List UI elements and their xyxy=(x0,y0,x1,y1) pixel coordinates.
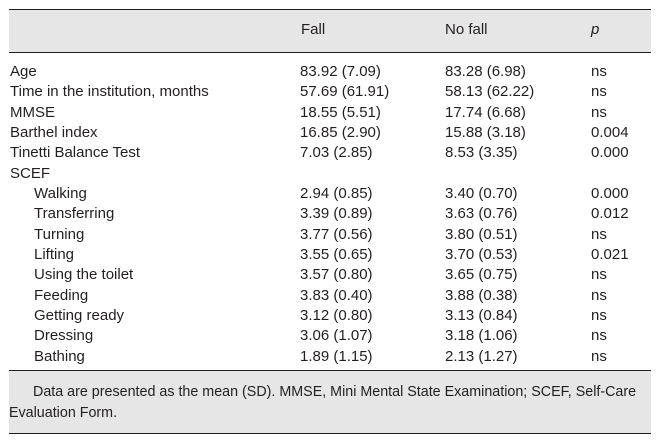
table-row: SCEF xyxy=(9,164,651,184)
table-row: Tinetti Balance Test 7.03 (2.85) 8.53 (3.3… xyxy=(9,143,651,163)
cell-fall: 57.69 (61.91) xyxy=(300,83,390,101)
header-fall: Fall xyxy=(301,21,326,38)
cell-p-value: 0.000 xyxy=(591,185,629,203)
row-label: Transferring xyxy=(34,205,115,223)
cell-no-fall: 83.28 (6.98) xyxy=(445,63,526,80)
data-table: Fall No fall p Age 83.92 (7.09) 83.28 (6.9… xyxy=(9,9,651,365)
cell-fall: 18.55 (5.51) xyxy=(300,103,381,121)
cell-no-fall: 15.88 (3.18) xyxy=(445,124,526,142)
table-body: Age 83.92 (7.09) 83.28 (6.98) ns Time in the… xyxy=(9,62,651,367)
table-row: Getting ready 3.12 (0.80) 3.13 (0.84) ns xyxy=(9,306,651,326)
cell-p-value: 0.000 xyxy=(591,144,629,162)
cell-no-fall: 3.70 (0.53) xyxy=(445,246,518,264)
row-label: MMSE xyxy=(10,103,55,121)
row-label: Time in the institution, months xyxy=(10,83,209,101)
table-row: Lifting 3.55 (0.65) 3.70 (0.53) 0.021 xyxy=(9,245,651,265)
row-label: Barthel index xyxy=(10,124,98,142)
cell-p-value: ns xyxy=(591,347,607,365)
row-label: Lifting xyxy=(34,246,75,264)
cell-no-fall: 3.80 (0.51) xyxy=(445,225,518,243)
row-label: SCEF xyxy=(10,164,51,182)
table-header: Fall No fall p xyxy=(9,9,651,53)
footnote-band: Data are presented as the mean (SD). MMS… xyxy=(9,371,651,434)
table-footnote: Data are presented as the mean (SD). MMS… xyxy=(9,384,637,421)
header-no-fall: No fall xyxy=(445,21,488,38)
cell-p-value: ns xyxy=(591,327,607,345)
cell-p-value: 0.012 xyxy=(591,205,629,223)
table-row: Using the toilet 3.57 (0.80) 3.65 (0.75) ns xyxy=(9,265,651,285)
cell-fall: 83.92 (7.09) xyxy=(300,63,381,80)
cell-p-value: ns xyxy=(591,63,607,80)
cell-fall: 3.39 (0.89) xyxy=(300,205,373,223)
table-row: Bathing 1.89 (1.15) 2.13 (1.27) ns xyxy=(9,347,651,367)
cell-no-fall: 3.63 (0.76) xyxy=(445,205,518,223)
table-row: Age 83.92 (7.09) 83.28 (6.98) ns xyxy=(9,62,651,82)
cell-p-value: ns xyxy=(591,83,607,101)
cell-fall: 16.85 (2.90) xyxy=(300,124,381,142)
cell-no-fall: 3.18 (1.06) xyxy=(445,327,518,345)
row-label: Walking xyxy=(34,185,87,203)
row-label: Age xyxy=(10,63,37,80)
row-label: Getting ready xyxy=(34,307,125,325)
cell-p-value: 0.021 xyxy=(591,246,629,264)
cell-fall: 3.12 (0.80) xyxy=(300,307,373,325)
cell-no-fall: 3.40 (0.70) xyxy=(445,185,518,203)
cell-fall: 3.55 (0.65) xyxy=(300,246,373,264)
cell-no-fall: 58.13 (62.22) xyxy=(445,83,535,101)
cell-fall: 3.57 (0.80) xyxy=(300,266,373,284)
cell-p-value: ns xyxy=(591,266,607,284)
cell-p-value: 0.004 xyxy=(591,124,629,142)
cell-no-fall: 2.13 (1.27) xyxy=(445,347,518,365)
cell-no-fall: 3.88 (0.38) xyxy=(445,286,518,304)
cell-p-value: ns xyxy=(591,225,607,243)
table-row: Barthel index 16.85 (2.90) 15.88 (3.18) 0.0… xyxy=(9,123,651,143)
cell-p-value: ns xyxy=(591,286,607,304)
row-label: Using the toilet xyxy=(34,266,134,284)
cell-no-fall: 3.13 (0.84) xyxy=(445,307,518,325)
table-row: Dressing 3.06 (1.07) 3.18 (1.06) ns xyxy=(9,326,651,346)
table-row: Walking 2.94 (0.85) 3.40 (0.70) 0.000 xyxy=(9,184,651,204)
table-row: Time in the institution, months 57.69 (61… xyxy=(9,82,651,102)
table-row: MMSE 18.55 (5.51) 17.74 (6.68) ns xyxy=(9,103,651,123)
header-p-value: p xyxy=(591,21,600,38)
cell-p-value: ns xyxy=(591,103,607,121)
row-label: Turning xyxy=(34,225,85,243)
cell-fall: 1.89 (1.15) xyxy=(300,347,373,365)
cell-no-fall: 3.65 (0.75) xyxy=(445,266,518,284)
table-row: Transferring 3.39 (0.89) 3.63 (0.76) 0.012 xyxy=(9,204,651,224)
table-bottom-rule xyxy=(9,370,651,371)
cell-fall: 3.06 (1.07) xyxy=(300,327,373,345)
row-label: Feeding xyxy=(34,286,89,304)
row-label: Dressing xyxy=(34,327,94,345)
cell-p-value: ns xyxy=(591,307,607,325)
cell-fall: 3.83 (0.40) xyxy=(300,286,373,304)
table-row: Turning 3.77 (0.56) 3.80 (0.51) ns xyxy=(9,225,651,245)
table-row: Feeding 3.83 (0.40) 3.88 (0.38) ns xyxy=(9,286,651,306)
cell-no-fall: 17.74 (6.68) xyxy=(445,103,526,121)
cell-fall: 2.94 (0.85) xyxy=(300,185,373,203)
cell-fall: 7.03 (2.85) xyxy=(300,144,373,162)
row-label: Tinetti Balance Test xyxy=(10,144,141,162)
cell-fall: 3.77 (0.56) xyxy=(300,225,373,243)
row-label: Bathing xyxy=(34,347,85,365)
cell-no-fall: 8.53 (3.35) xyxy=(445,144,518,162)
